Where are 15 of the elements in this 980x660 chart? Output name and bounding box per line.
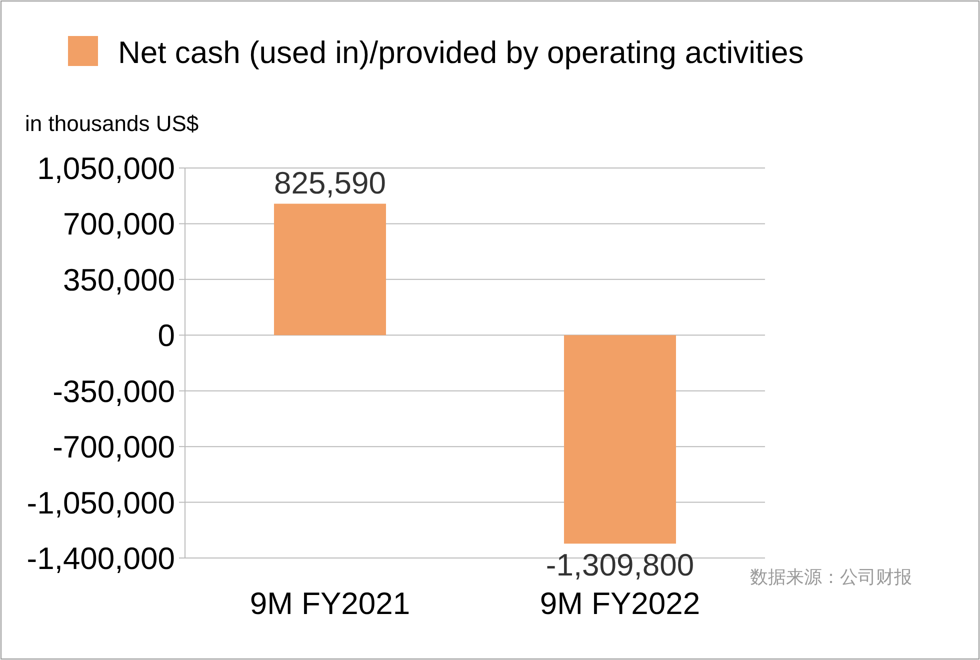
ytick: 350,000 xyxy=(62,262,175,298)
legend: Net cash (used in)/provided by operating activities xyxy=(118,35,804,70)
ytick: 700,000 xyxy=(62,206,175,242)
xtick: 9M FY2021 xyxy=(250,586,410,621)
ylabel: in thousands US$ xyxy=(25,111,199,136)
ytick: 0 xyxy=(158,318,175,354)
ytick: -1,050,000 xyxy=(26,485,175,520)
ytick: -350,000 xyxy=(52,374,175,409)
data-label: 825,590 xyxy=(274,166,386,201)
data-label: -1,309,800 xyxy=(546,548,694,583)
ytick: -700,000 xyxy=(52,430,175,465)
annotation: 数据来源：公司财报 xyxy=(750,567,912,587)
ytick: 1,050,000 xyxy=(37,151,175,186)
xtick: 9M FY2022 xyxy=(540,586,700,621)
ytick: -1,400,000 xyxy=(26,541,175,576)
